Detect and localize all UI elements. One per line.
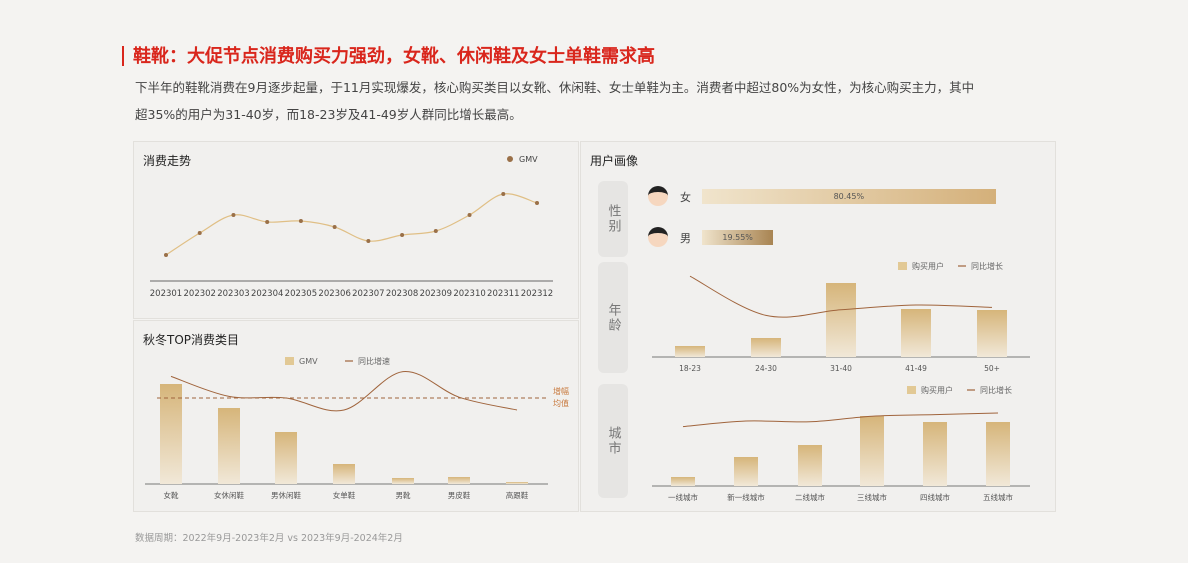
x-tick-label: 202307 <box>352 289 384 299</box>
x-tick-label: 三线城市 <box>857 492 887 502</box>
gender-label-male: 男 <box>680 232 691 245</box>
x-tick-label: 新一线城市 <box>727 492 765 502</box>
x-tick-label: 50+ <box>984 364 1000 373</box>
bar <box>977 310 1007 357</box>
gmv-point <box>265 220 270 224</box>
gmv-point <box>332 225 337 229</box>
bar <box>923 422 947 486</box>
bar <box>392 478 414 484</box>
gmv-point <box>433 229 438 233</box>
x-tick-label: 41-49 <box>905 364 927 373</box>
gmv-point <box>298 219 303 223</box>
x-tick-label: 四线城市 <box>920 492 950 502</box>
male-avatar-icon <box>648 227 668 247</box>
x-tick-label: 202310 <box>453 289 485 299</box>
gmv-point <box>231 213 236 217</box>
page-title: 鞋靴：大促节点消费购买力强劲，女靴、休闲鞋及女士单鞋需求高 <box>133 46 655 67</box>
x-tick-label: 女单鞋 <box>333 490 356 500</box>
trend-panel: 消费走势 <box>133 141 579 319</box>
summary-line-2: 超35%的用户为31-40岁，而18-23岁及41-49岁人群同比增长最高。 <box>135 107 522 122</box>
x-tick-label: 高跟鞋 <box>506 490 529 500</box>
bar <box>734 457 758 486</box>
legend-bar: 购买用户 <box>921 385 953 395</box>
legend-line: 同比增速 <box>358 356 390 366</box>
x-tick-label: 202302 <box>184 289 216 299</box>
growth-line <box>170 371 518 412</box>
x-tick-label: 202304 <box>251 289 283 299</box>
gender-label-female: 女 <box>680 191 691 204</box>
bar <box>860 416 884 486</box>
gmv-point <box>197 231 202 235</box>
gmv-point <box>400 233 405 237</box>
growth-line <box>682 412 999 428</box>
x-tick-label: 202305 <box>285 289 317 299</box>
legend-gmv-marker <box>507 156 513 162</box>
legend-gmv: GMV <box>519 155 538 164</box>
section-gender: 性别 <box>598 181 628 257</box>
bar <box>275 432 297 484</box>
female-avatar-icon <box>648 186 668 206</box>
gmv-point <box>467 213 472 217</box>
gender-bar-male: 19.55% <box>702 230 774 245</box>
profile-title: 用户画像 <box>590 154 639 168</box>
bar <box>751 338 781 357</box>
x-tick-label: 202309 <box>420 289 452 299</box>
x-tick-label: 男靴 <box>396 490 411 500</box>
x-tick-label: 五线城市 <box>983 492 1013 502</box>
x-tick-label: 二线城市 <box>795 492 825 502</box>
legend-bar: GMV <box>299 357 318 366</box>
trend-title: 消费走势 <box>143 154 192 168</box>
x-tick-label: 女休闲鞋 <box>214 490 244 500</box>
bar <box>798 445 822 486</box>
gmv-point <box>501 192 506 196</box>
average-growth-label: 增幅均值 <box>553 387 569 408</box>
x-tick-label: 18-23 <box>679 364 701 373</box>
bar <box>333 464 355 484</box>
x-tick-label: 202308 <box>386 289 418 299</box>
gmv-line <box>165 193 538 256</box>
bar <box>671 477 695 486</box>
gmv-point <box>535 201 539 205</box>
bar <box>986 422 1010 486</box>
section-city: 城市 <box>598 384 628 498</box>
bar <box>160 384 182 484</box>
legend-bar-swatch <box>898 262 907 270</box>
bar <box>675 346 705 357</box>
legend-line: 同比增长 <box>980 385 1012 395</box>
x-tick-label: 202306 <box>318 289 350 299</box>
bar <box>448 477 470 484</box>
x-tick-label: 202312 <box>521 289 553 299</box>
x-tick-label: 202311 <box>487 289 519 299</box>
category-title: 秋冬TOP消费类目 <box>143 333 240 347</box>
legend-bar-swatch <box>907 386 916 394</box>
gmv-point <box>366 239 371 243</box>
legend-line: 同比增长 <box>971 261 1003 271</box>
x-tick-label: 男休闲鞋 <box>271 490 301 500</box>
x-tick-label: 202303 <box>217 289 249 299</box>
bar <box>218 408 240 484</box>
summary-line-1: 下半年的鞋靴消费在9月逐步起量，于11月实现爆发，核心购买类目以女靴、休闲鞋、女… <box>135 80 975 95</box>
x-tick-label: 31-40 <box>830 364 852 373</box>
bar <box>826 283 856 357</box>
x-tick-label: 男皮鞋 <box>448 490 471 500</box>
category-panel: 秋冬TOP消费类目 <box>133 320 579 512</box>
bar <box>901 309 931 357</box>
x-tick-label: 一线城市 <box>668 492 698 502</box>
growth-line <box>689 275 993 318</box>
legend-bar-swatch <box>285 357 294 365</box>
x-tick-label: 202301 <box>150 289 182 299</box>
legend-bar: 购买用户 <box>912 261 944 271</box>
x-tick-label: 女靴 <box>164 490 179 500</box>
bar <box>506 482 528 484</box>
x-tick-label: 24-30 <box>755 364 777 373</box>
gmv-point <box>164 253 168 257</box>
section-age: 年龄 <box>598 262 628 373</box>
gender-bar-female: 80.45% <box>702 189 996 204</box>
data-period-note: 数据周期：2022年9月-2023年2月 vs 2023年9月-2024年2月 <box>135 533 403 544</box>
title-accent-bar <box>122 46 124 66</box>
